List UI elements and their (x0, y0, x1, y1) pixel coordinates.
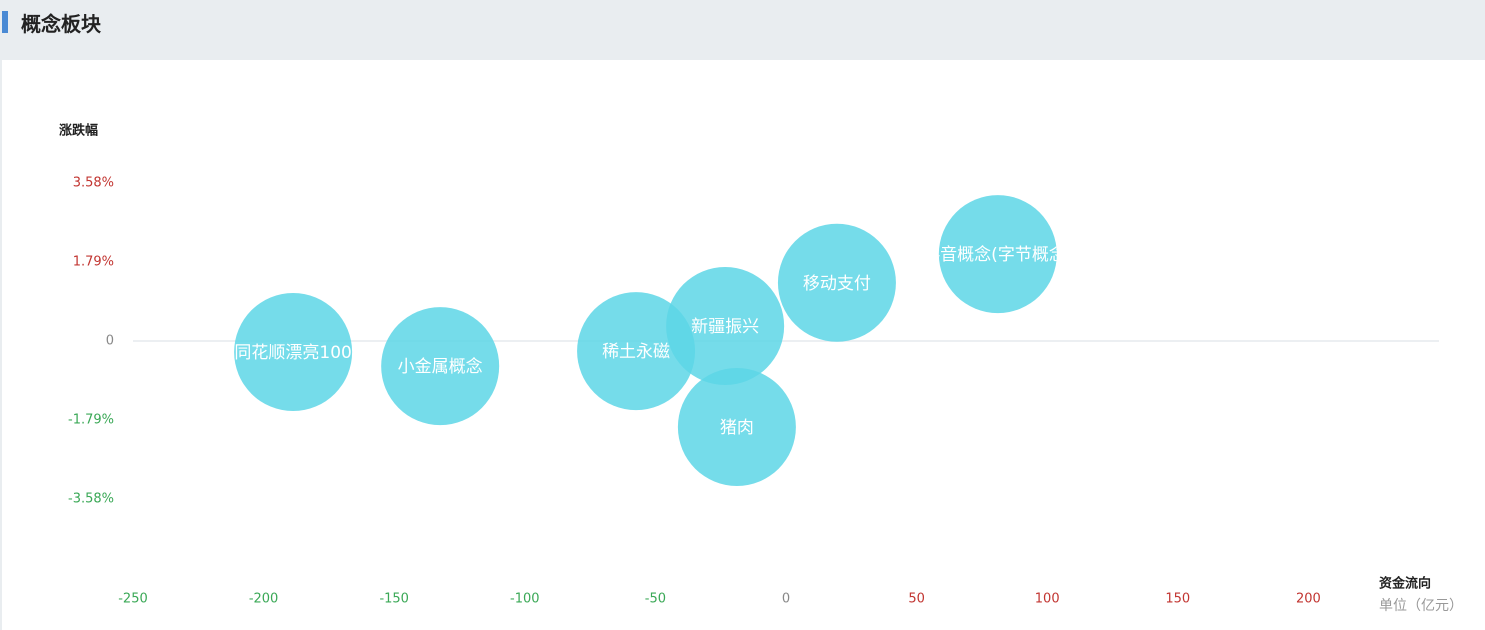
x-tick-label: 200 (1296, 592, 1321, 607)
x-tick-label: -50 (645, 592, 666, 607)
y-tick-label: 1.79% (73, 255, 114, 270)
bubble (577, 292, 696, 411)
bubble-label: 抖音概念(字节概念) (923, 244, 1072, 265)
x-tick-label: 50 (908, 592, 925, 607)
bubble (677, 368, 796, 486)
bubble (666, 267, 785, 386)
section-title: 概念板块 (21, 12, 101, 36)
unit-label: 单位（亿元） (1379, 598, 1463, 614)
y-axis-label: 涨跌幅 (58, 123, 98, 139)
panel (0, 60, 1485, 630)
bubble (381, 307, 500, 426)
bubble (234, 293, 353, 412)
x-tick-label: 100 (1035, 592, 1060, 607)
bubble (777, 223, 896, 342)
bubble-label: 小金属概念 (398, 356, 483, 377)
bubble-label: 同花顺漂亮100 (234, 343, 351, 363)
x-tick-label: 150 (1165, 592, 1190, 607)
header: 概念板块 (0, 0, 1485, 60)
bubble-label: 新疆振兴 (691, 317, 759, 337)
y-tick-label: -1.79% (68, 412, 114, 427)
x-tick-label: -150 (379, 592, 409, 607)
y-tick-label: 3.58% (73, 176, 114, 191)
x-tick-label: -100 (510, 592, 540, 607)
x-tick-label: -250 (118, 592, 148, 607)
bubble-label: 猪肉 (720, 418, 754, 438)
accent (2, 11, 8, 33)
bubble-label: 稀土永磁 (602, 342, 670, 362)
y-tick-label: -3.58% (68, 491, 114, 506)
bubble-label: 移动支付 (803, 274, 871, 294)
bubble (938, 195, 1057, 314)
x-axis-label: 资金流向 (1379, 576, 1431, 592)
x-tick-label: 0 (782, 592, 790, 607)
x-tick-label: -200 (249, 592, 279, 607)
y-tick-label: 0 (106, 334, 114, 349)
